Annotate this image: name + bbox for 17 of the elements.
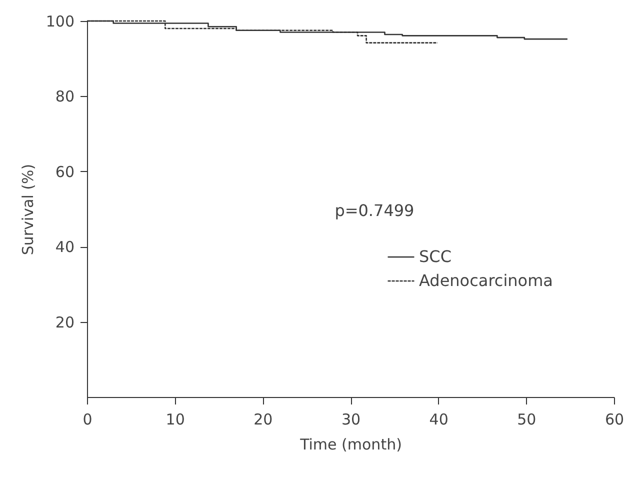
x-tick-label: 20 bbox=[254, 410, 273, 428]
y-tick-label: 80 bbox=[55, 88, 74, 106]
y-tick-label: 40 bbox=[55, 238, 74, 256]
x-tick-label: 30 bbox=[341, 410, 361, 428]
y-tick-label: 60 bbox=[55, 162, 74, 181]
y-tick-label: 100 bbox=[46, 12, 74, 30]
annotation: p=0.7499 bbox=[334, 201, 414, 220]
x-tick-label: 60 bbox=[604, 410, 624, 428]
legend-label: SCC bbox=[419, 247, 452, 266]
x-tick-label: 0 bbox=[82, 410, 92, 428]
y-axis-title: Survival (%) bbox=[18, 164, 37, 256]
y-tick-label: 20 bbox=[55, 313, 74, 332]
x-axis-title: Time (month) bbox=[299, 436, 402, 454]
x-tick-label: 50 bbox=[517, 410, 536, 428]
x-tick-label: 10 bbox=[166, 410, 185, 428]
x-tick-label: 40 bbox=[429, 410, 448, 428]
legend-label: Adenocarcinoma bbox=[419, 271, 553, 290]
